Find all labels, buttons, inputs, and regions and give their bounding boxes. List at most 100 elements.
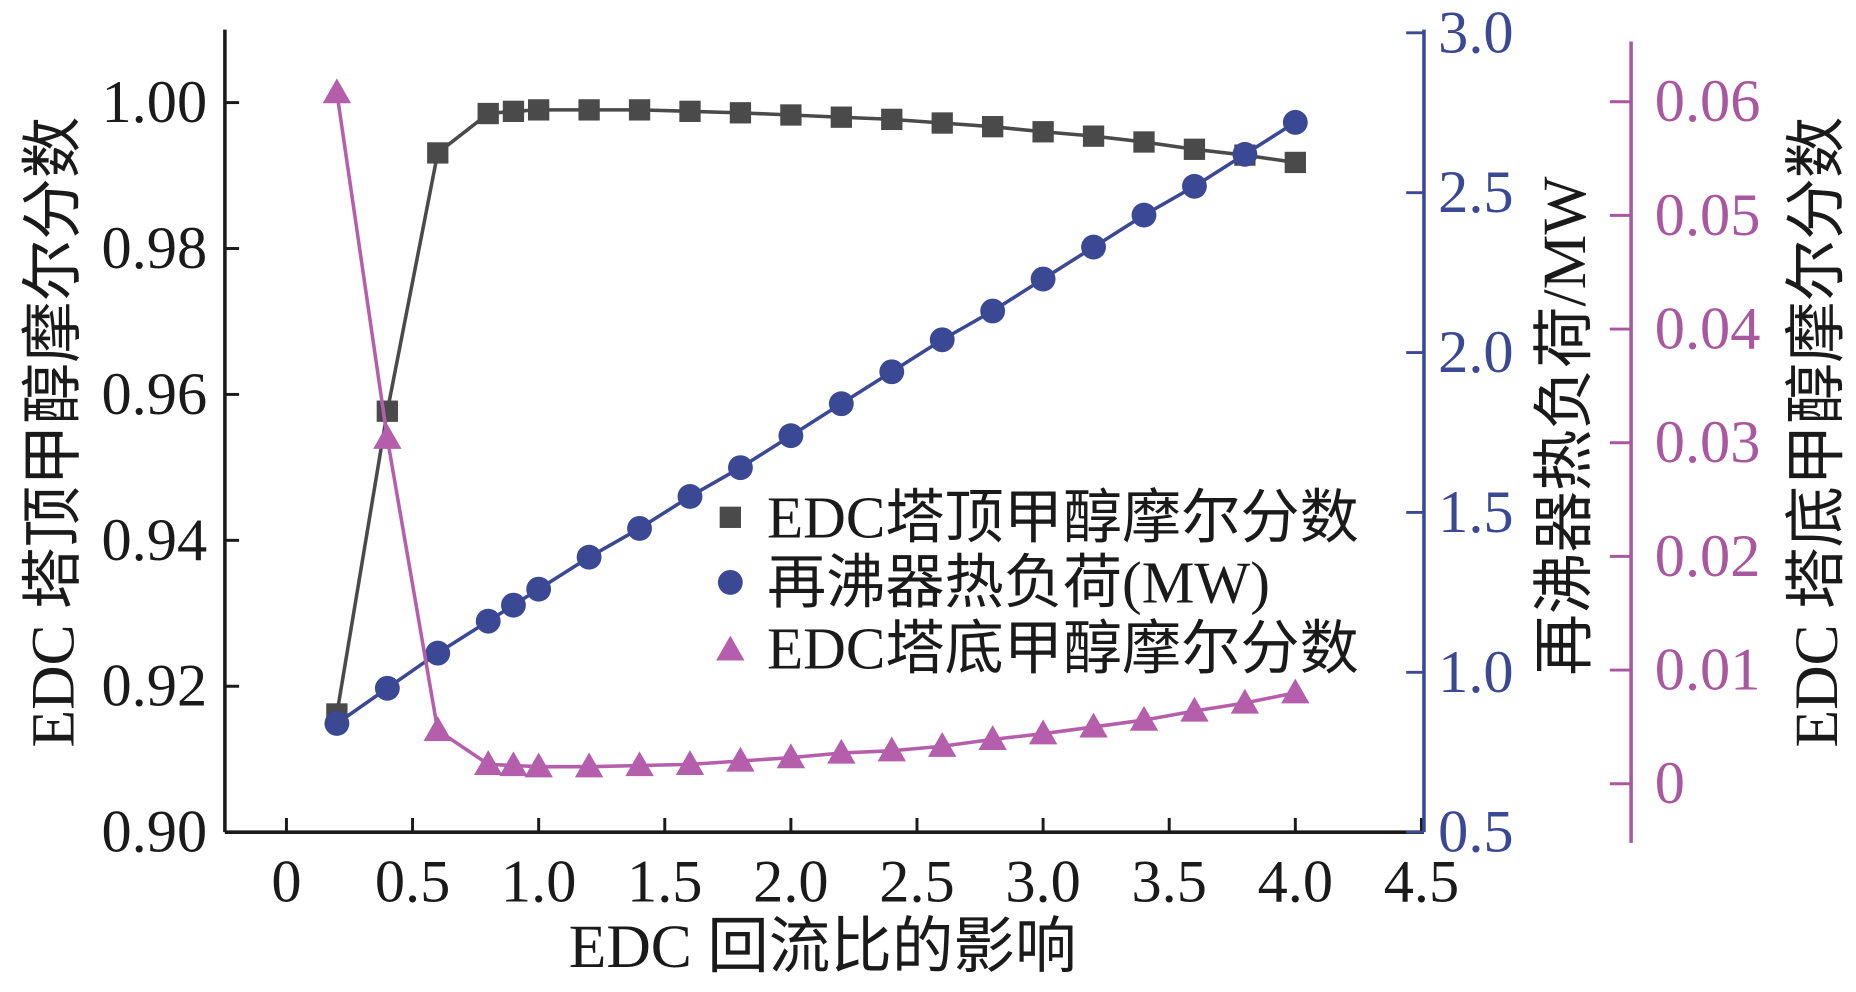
reboiler-duty-point	[324, 711, 350, 736]
y-left-tick-label: 0.98	[102, 215, 208, 282]
y-right-tick-label: 0.5	[1438, 799, 1513, 866]
bottom-fraction-point	[1129, 705, 1159, 731]
y-right-tick-label: 2.0	[1438, 319, 1513, 386]
top-fraction-point	[1183, 138, 1206, 160]
reboiler-duty-point	[728, 455, 753, 481]
y-far-right-axis-title: EDC 塔底甲醇摩尔分数	[1783, 117, 1851, 748]
y-left-tick-label: 0.90	[102, 799, 208, 866]
bottom-fraction-point	[726, 746, 755, 772]
top-fraction-point	[1032, 121, 1054, 143]
reboiler-duty-point	[778, 423, 804, 449]
legend: EDC塔顶甲醇摩尔分数 再沸器热负荷(MW) EDC塔底甲醇摩尔分数	[716, 484, 1359, 682]
axes: 0 0.5 1.0 1.5 2.0 2.5 3.0 3.5 4.0 4.5 0.90 0.92 0.94…	[102, 0, 1761, 915]
y-left-tick-label: 0.96	[102, 361, 208, 428]
bottom-fraction-point	[1230, 688, 1260, 714]
bottom-fraction-point	[1028, 719, 1058, 745]
bottom-fraction-point	[625, 751, 654, 777]
bottom-fraction-point	[322, 78, 352, 104]
y-far-right-tick-label: 0.03	[1655, 409, 1761, 476]
top-fraction-point	[679, 100, 701, 122]
legend-label-bottom-fraction: EDC塔底甲醇摩尔分数	[767, 616, 1359, 682]
reboiler-duty-point	[1182, 173, 1207, 199]
bottom-fraction-point	[675, 750, 705, 776]
reboiler-duty-point	[425, 640, 451, 666]
x-tick-label: 0.5	[375, 848, 450, 915]
reboiler-duty-point	[929, 327, 955, 353]
bottom-fraction-point	[574, 752, 604, 778]
y-far-right-tick-label: 0.06	[1655, 68, 1761, 135]
bottom-fraction-point	[524, 752, 553, 778]
top-fraction-point	[830, 106, 852, 128]
top-fraction-point	[780, 104, 802, 126]
bottom-fraction-point	[1281, 678, 1310, 704]
y-far-right-tick-label: 0	[1655, 750, 1685, 817]
legend-circle-marker	[717, 569, 743, 595]
reboiler-duty-point	[1282, 109, 1308, 135]
bottom-fraction-point	[978, 725, 1007, 751]
top-fraction-point	[982, 116, 1004, 138]
reboiler-duty-point	[677, 484, 703, 509]
x-tick-label: 3.0	[1005, 848, 1080, 915]
reboiler-duty-point	[526, 576, 552, 602]
top-fraction-point	[1284, 151, 1306, 174]
reboiler-duty-point	[374, 675, 400, 701]
top-fraction-point	[502, 100, 525, 122]
x-axis-title: EDC 回流比的影响	[569, 913, 1077, 981]
bottom-fraction-point	[1079, 712, 1108, 738]
reboiler-duty-point	[1131, 202, 1157, 228]
top-fraction-point	[931, 112, 953, 134]
x-tick-label: 3.5	[1131, 848, 1206, 915]
reboiler-duty-point	[980, 298, 1006, 324]
x-tick-label: 4.0	[1258, 848, 1333, 915]
x-tick-label: 1.0	[501, 848, 576, 915]
bottom-fraction-point	[423, 716, 452, 741]
y-left-tick-label: 1.00	[102, 69, 208, 136]
y-left-tick-label: 0.94	[102, 507, 208, 574]
y-far-right-tick-label: 0.05	[1655, 182, 1761, 249]
reboiler-duty-point	[1030, 266, 1056, 292]
reboiler-duty-point	[1081, 234, 1106, 260]
reboiler-duty-point	[627, 515, 652, 541]
reboiler-duty-point	[475, 608, 501, 634]
x-tick-label: 4.5	[1384, 848, 1459, 915]
legend-square-marker	[719, 506, 741, 528]
legend-label-reboiler-duty: 再沸器热负荷(MW)	[767, 549, 1270, 615]
y-left-axis-title: EDC 塔顶甲醇摩尔分数	[19, 117, 87, 748]
bottom-fraction-point	[877, 736, 906, 762]
y-far-right-tick-label: 0.02	[1655, 523, 1761, 590]
bottom-fraction-point	[827, 738, 856, 764]
reboiler-duty-point	[879, 359, 905, 385]
y-far-right-tick-label: 0.04	[1655, 296, 1761, 363]
top-fraction-point	[427, 142, 449, 164]
bottom-fraction-point	[499, 751, 528, 777]
bottom-fraction-point	[1180, 696, 1209, 722]
top-fraction-point	[628, 99, 651, 121]
top-fraction-point	[729, 102, 752, 124]
y-right-tick-label: 1.0	[1438, 639, 1513, 706]
reboiler-duty-point	[576, 544, 602, 570]
top-fraction-point	[1082, 125, 1105, 147]
y-right-tick-label: 3.0	[1438, 0, 1513, 66]
legend-triangle-marker	[716, 635, 745, 661]
x-tick-label: 0	[271, 848, 301, 915]
legend-label-top-fraction: EDC塔顶甲醇摩尔分数	[767, 484, 1359, 550]
top-fraction-point	[881, 108, 903, 131]
top-fraction-point	[477, 102, 499, 125]
top-fraction-point	[578, 99, 600, 121]
top-fraction-point	[528, 99, 550, 121]
series-layer	[322, 78, 1310, 778]
reboiler-duty-point	[1232, 141, 1258, 167]
bottom-fraction-point	[776, 743, 806, 769]
reboiler-duty-point	[501, 592, 526, 618]
y-left-tick-label: 0.92	[102, 653, 208, 720]
x-tick-label: 2.0	[753, 848, 828, 915]
y-right-axis-title: 再沸器热负荷/MW	[1531, 177, 1599, 676]
top-fraction-point	[1133, 131, 1155, 153]
reboiler-duty-point	[828, 391, 854, 417]
x-tick-label: 1.5	[627, 848, 702, 915]
x-tick-label: 2.5	[879, 848, 954, 915]
bottom-fraction-point	[373, 423, 402, 449]
y-right-tick-label: 1.5	[1438, 479, 1513, 546]
bottom-fraction-point	[474, 750, 503, 776]
